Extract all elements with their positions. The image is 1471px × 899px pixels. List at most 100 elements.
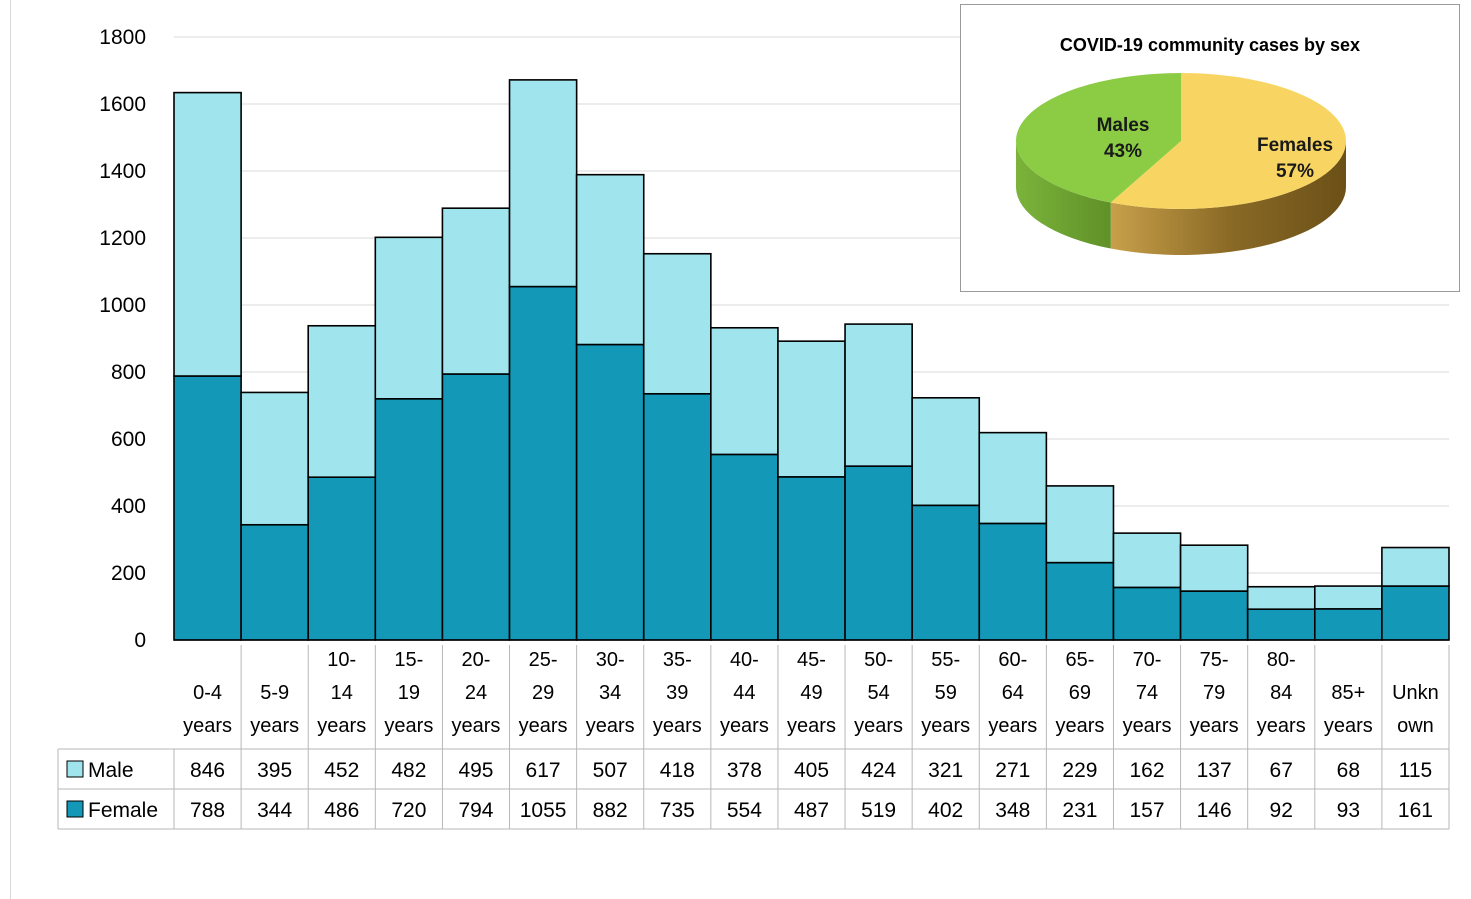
table-cell-female: 92 xyxy=(1270,799,1293,822)
bar-male xyxy=(1045,485,1115,564)
pie-wall-females xyxy=(1110,141,1346,256)
chart-frame-edge xyxy=(10,0,11,899)
pie-slice-females xyxy=(1110,73,1346,210)
table-cell-male: 229 xyxy=(1062,759,1097,782)
bar-female xyxy=(978,522,1048,641)
category-label: 15-19 years xyxy=(384,649,433,737)
bar-male xyxy=(307,324,377,478)
y-tick-label: 0 xyxy=(134,629,146,652)
category-label: 20-24 years xyxy=(452,649,501,737)
table-cell-female: 402 xyxy=(928,799,963,822)
bar-stacks xyxy=(173,79,1450,641)
bar-female xyxy=(710,453,779,641)
category-label: 45-49 years xyxy=(787,649,836,737)
pie-label-females: Females 57% xyxy=(1257,135,1333,182)
pie-slice-males xyxy=(1016,73,1181,203)
table-cell-male: 68 xyxy=(1337,759,1360,782)
table-cell-female: 720 xyxy=(391,799,426,822)
category-label: 0-4 years xyxy=(183,682,232,737)
category-label: 75-79 years xyxy=(1190,649,1239,737)
legend-label-female: Female xyxy=(88,799,158,822)
bar-male xyxy=(441,207,511,375)
category-label: 85+ years xyxy=(1324,682,1373,737)
table-cell-male: 482 xyxy=(391,759,426,782)
category-label: 55-59 years xyxy=(921,649,970,737)
category-label: 50-54 years xyxy=(854,649,903,737)
y-tick-label: 1600 xyxy=(99,93,146,116)
table-cell-male: 162 xyxy=(1130,759,1165,782)
category-label: 30-34 years xyxy=(586,649,635,737)
y-tick-label: 1000 xyxy=(99,294,146,317)
table-cell-male: 115 xyxy=(1399,759,1432,782)
bar-male xyxy=(844,323,913,467)
bar-female xyxy=(508,285,578,641)
category-label: 80-84 years xyxy=(1257,649,1306,737)
y-tick-label: 1400 xyxy=(99,160,146,183)
bar-female xyxy=(1112,586,1182,641)
table-cell-female: 231 xyxy=(1062,799,1097,822)
bar-female xyxy=(1045,561,1115,641)
legend-swatch-female xyxy=(66,800,84,818)
y-tick-label: 200 xyxy=(111,562,146,585)
bar-male xyxy=(1246,585,1316,610)
bar-male xyxy=(710,326,779,456)
legend-swatch-male xyxy=(66,760,84,778)
table-cell-male: 617 xyxy=(526,759,561,782)
category-label: 60-64 years xyxy=(988,649,1037,737)
bar-male xyxy=(911,396,981,507)
bar-male xyxy=(1179,544,1249,592)
bar-male xyxy=(978,431,1048,525)
category-label: 25-29 years xyxy=(519,649,568,737)
table-cell-female: 794 xyxy=(458,799,493,822)
y-tick-label: 1800 xyxy=(99,26,146,49)
table-cell-female: 735 xyxy=(660,799,695,822)
bar-male xyxy=(240,391,310,526)
category-label: 40-44 years xyxy=(720,649,769,737)
pie-label-males: Males 43% xyxy=(1097,115,1150,162)
table-cell-female: 487 xyxy=(794,799,829,822)
bar-female xyxy=(777,476,846,641)
bar-female xyxy=(1381,585,1450,641)
y-tick-label: 1200 xyxy=(99,227,146,250)
category-label: Unkn own xyxy=(1392,682,1439,737)
table-cell-female: 157 xyxy=(1130,799,1165,822)
bar-female xyxy=(307,476,377,641)
table-cell-male: 507 xyxy=(593,759,628,782)
table-cell-male: 495 xyxy=(458,759,493,782)
category-label: 70-74 years xyxy=(1123,649,1172,737)
pie-inset: Males 43% Females 57% COVID-19 community ca… xyxy=(960,4,1460,292)
table-cell-female: 344 xyxy=(257,799,292,822)
bar-female xyxy=(374,397,444,641)
table-cell-male: 395 xyxy=(257,759,292,782)
category-label: 5-9 years xyxy=(250,682,299,737)
bar-female xyxy=(575,343,645,641)
y-axis-ticks: 0 200 400 600 800 1000 1200 1400 1600 1800 xyxy=(99,26,146,652)
bar-female xyxy=(1313,608,1383,641)
table-cell-male: 405 xyxy=(794,759,829,782)
bar-male xyxy=(777,340,846,478)
y-tick-label: 600 xyxy=(111,428,146,451)
table-cell-female: 486 xyxy=(324,799,359,822)
table-cell-male: 424 xyxy=(861,759,896,782)
bar-male xyxy=(374,236,444,400)
bar-female xyxy=(844,465,913,641)
bar-male xyxy=(508,79,578,288)
table-cell-female: 882 xyxy=(593,799,628,822)
y-tick-label: 400 xyxy=(111,495,146,518)
table-cell-female: 788 xyxy=(190,799,225,822)
bar-female xyxy=(911,504,981,641)
pie-chart: Males 43% Females 57% xyxy=(1016,73,1346,256)
bar-female xyxy=(1246,608,1316,641)
bar-female xyxy=(441,373,511,641)
category-labels: 0-4 years 5-9 years 10-14 years 15-19 years 20-2… xyxy=(183,649,1439,737)
y-tick-label: 800 xyxy=(111,361,146,384)
table-cell-male: 321 xyxy=(928,759,963,782)
table-cell-female: 519 xyxy=(861,799,896,822)
data-table: Male 846 395 452 482 495 617 507 418 378 405 424 321… xyxy=(57,645,1450,830)
pie-wall-males xyxy=(1016,141,1111,249)
table-cell-female: 554 xyxy=(727,799,762,822)
table-cell-female: 348 xyxy=(995,799,1030,822)
category-label: 35-39 years xyxy=(653,649,702,737)
table-cell-male: 378 xyxy=(727,759,762,782)
